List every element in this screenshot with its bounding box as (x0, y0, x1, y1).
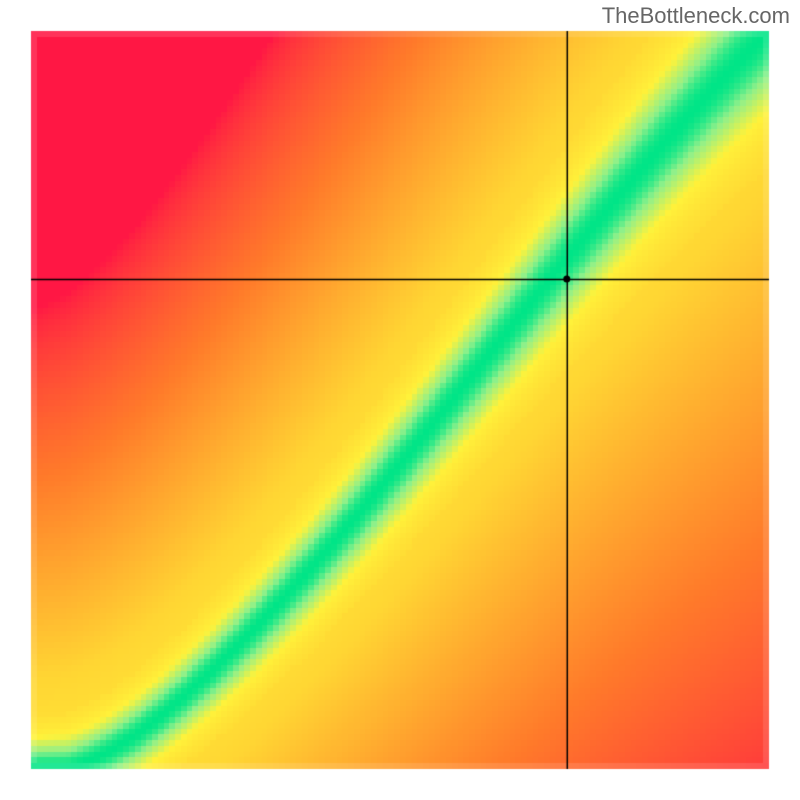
watermark-text: TheBottleneck.com (602, 3, 790, 29)
chart-container: TheBottleneck.com (0, 0, 800, 800)
heatmap-canvas (0, 0, 800, 800)
